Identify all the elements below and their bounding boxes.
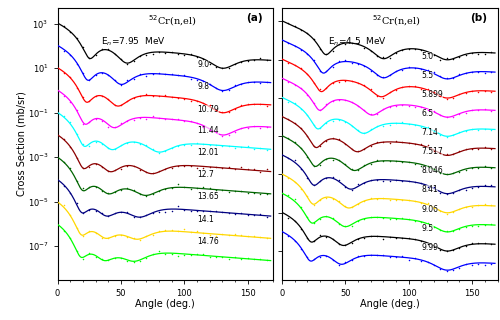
Text: E$_n$=4.5  MeV: E$_n$=4.5 MeV — [328, 35, 387, 48]
Text: (b): (b) — [470, 13, 486, 23]
Text: 5.5: 5.5 — [422, 71, 434, 80]
Text: 12.7: 12.7 — [197, 170, 214, 179]
X-axis label: Angle (deg.): Angle (deg.) — [360, 300, 420, 309]
Text: 12.01: 12.01 — [197, 148, 218, 157]
Text: 9.06: 9.06 — [422, 204, 438, 213]
Y-axis label: Cross Section (mb/sr): Cross Section (mb/sr) — [16, 92, 26, 196]
X-axis label: Angle (deg.): Angle (deg.) — [136, 300, 195, 309]
Text: 14.1: 14.1 — [197, 215, 214, 224]
Text: 6.5: 6.5 — [422, 109, 434, 118]
Text: 11.44: 11.44 — [197, 126, 218, 135]
Text: 7.517: 7.517 — [422, 147, 443, 156]
Text: 13.65: 13.65 — [197, 192, 219, 201]
Text: 9.99: 9.99 — [422, 243, 438, 252]
Text: 8.41: 8.41 — [422, 186, 438, 195]
Text: 8.046: 8.046 — [422, 166, 443, 175]
Text: (a): (a) — [246, 13, 262, 23]
Text: 9.5: 9.5 — [422, 224, 434, 233]
Text: $^{52}$Cr(n,el): $^{52}$Cr(n,el) — [148, 13, 196, 28]
Text: 9.8: 9.8 — [197, 83, 209, 92]
Text: 14.76: 14.76 — [197, 237, 219, 246]
Text: E$_n$=7.95  MeV: E$_n$=7.95 MeV — [100, 35, 166, 48]
Text: 9.0: 9.0 — [197, 60, 209, 69]
Text: 5.899: 5.899 — [422, 90, 443, 99]
Text: 5.0: 5.0 — [422, 52, 434, 61]
Text: 10.79: 10.79 — [197, 105, 219, 114]
Text: 7.14: 7.14 — [422, 128, 438, 137]
Text: $^{52}$Cr(n,el): $^{52}$Cr(n,el) — [372, 13, 420, 28]
